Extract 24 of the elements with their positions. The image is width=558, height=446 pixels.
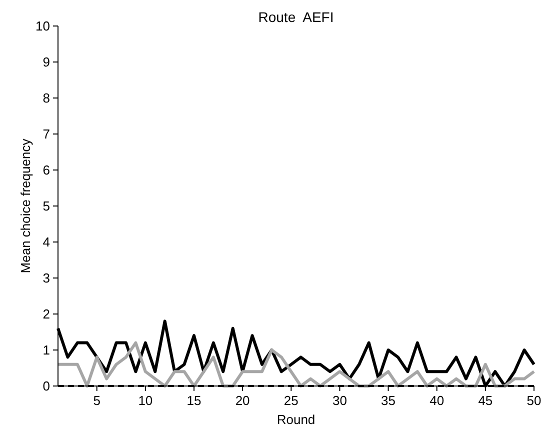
x-tick-label: 45: [478, 393, 493, 408]
x-tick-label: 30: [332, 393, 347, 408]
y-tick-label: 4: [42, 234, 50, 250]
x-tick-label: 5: [93, 393, 100, 408]
y-tick-label: 1: [42, 342, 50, 358]
y-tick-label: 5: [42, 198, 50, 214]
y-tick-label: 10: [36, 18, 50, 34]
y-tick-label: 3: [42, 270, 50, 286]
chart-title: Route AEFI: [258, 9, 334, 25]
y-axis-title: Mean choice frequency: [18, 138, 33, 274]
x-tick-label: 15: [186, 393, 202, 408]
x-tick-label: 10: [138, 393, 153, 408]
y-tick-label: 0: [42, 378, 50, 394]
x-axis-title: Round: [276, 412, 316, 427]
y-tick-label: 9: [42, 54, 50, 70]
y-tick-label: 6: [42, 162, 50, 178]
y-tick-label: 7: [42, 126, 50, 142]
y-tick-label: 8: [42, 90, 50, 106]
y-tick-label: 2: [42, 306, 50, 322]
x-tick-label: 25: [284, 393, 298, 408]
x-tick-label: 35: [381, 393, 396, 408]
x-tick-label: 20: [235, 393, 250, 408]
x-tick-label: 40: [430, 393, 444, 408]
x-tick-label: 50: [526, 393, 542, 408]
